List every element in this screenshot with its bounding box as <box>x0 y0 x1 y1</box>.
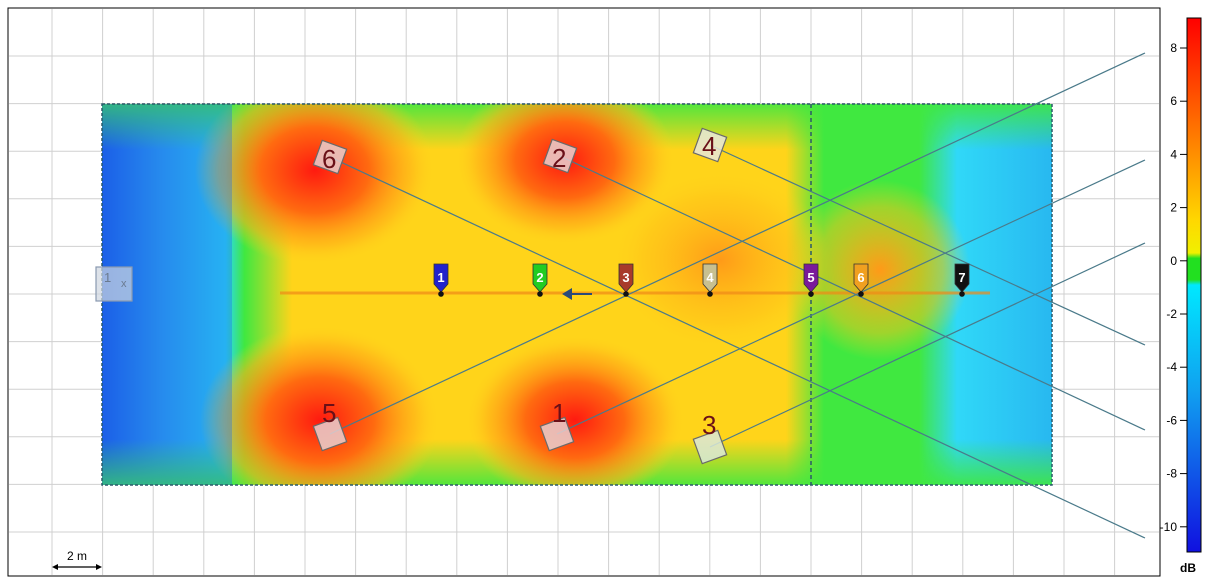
mic-point <box>858 291 864 297</box>
colorbar-tick-label: -6 <box>1166 413 1177 427</box>
mic-point <box>959 291 965 297</box>
colorbar: 8 6 4 2 0 -2 -4 -6 -8 -10 dB <box>1160 17 1202 575</box>
listener-marker[interactable]: 1 x <box>95 266 133 302</box>
colorbar-tick-label: -10 <box>1160 520 1178 534</box>
speaker-6[interactable]: 6 <box>312 139 348 175</box>
aim-lines <box>329 52 1146 539</box>
colorbar-tick-label: 2 <box>1170 201 1177 215</box>
mic-label: 5 <box>807 270 814 285</box>
speaker-label: 4 <box>702 131 716 161</box>
mic-label: 7 <box>958 270 965 285</box>
mic-point <box>623 291 629 297</box>
mic-group: 1 2 3 4 5 6 7 <box>433 263 970 297</box>
mic-label: 1 <box>437 270 444 285</box>
mic-4[interactable]: 4 <box>702 263 718 297</box>
speaker-2[interactable]: 2 <box>542 138 578 174</box>
speaker-label: 2 <box>552 143 566 173</box>
colorbar-tick-label: 8 <box>1170 41 1177 55</box>
listener-x-icon: x <box>121 278 127 290</box>
colorbar-tick-label: -4 <box>1166 360 1177 374</box>
direction-arrow-icon <box>562 288 592 300</box>
mic-label: 6 <box>857 270 864 285</box>
mic-point <box>438 291 444 297</box>
mic-5[interactable]: 5 <box>803 263 819 297</box>
colorbar-tick-label: -8 <box>1166 467 1177 481</box>
speaker-label: 6 <box>322 144 336 174</box>
colorbar-tick-label: -2 <box>1166 307 1177 321</box>
mic-2[interactable]: 2 <box>532 263 548 297</box>
mic-label: 3 <box>622 270 629 285</box>
mic-point <box>808 291 814 297</box>
speaker-5[interactable]: 5 <box>312 398 348 452</box>
mic-6[interactable]: 6 <box>853 263 869 297</box>
speaker-label: 1 <box>552 398 566 428</box>
mic-3[interactable]: 3 <box>618 263 634 297</box>
scale-bar-label: 2 m <box>67 549 87 563</box>
colorbar-tick-label: 0 <box>1170 254 1177 268</box>
mic-point <box>537 291 543 297</box>
speaker-label: 3 <box>702 410 716 440</box>
scale-bar: 2 m <box>52 549 102 570</box>
colorbar-tick-label: 6 <box>1170 94 1177 108</box>
mic-1[interactable]: 1 <box>433 263 449 297</box>
mic-label: 2 <box>536 270 543 285</box>
colorbar-tick-label: 4 <box>1170 147 1177 161</box>
speaker-4[interactable]: 4 <box>692 127 728 163</box>
speaker-1[interactable]: 1 <box>539 398 575 452</box>
colorbar-unit: dB <box>1180 561 1196 575</box>
listener-label: 1 <box>104 270 111 285</box>
mic-7[interactable]: 7 <box>954 263 970 297</box>
mic-point <box>707 291 713 297</box>
speaker-group: 6 2 4 5 1 3 <box>312 127 728 465</box>
speaker-label: 5 <box>322 398 336 428</box>
speaker-3[interactable]: 3 <box>692 410 728 465</box>
mic-label: 4 <box>706 270 714 285</box>
